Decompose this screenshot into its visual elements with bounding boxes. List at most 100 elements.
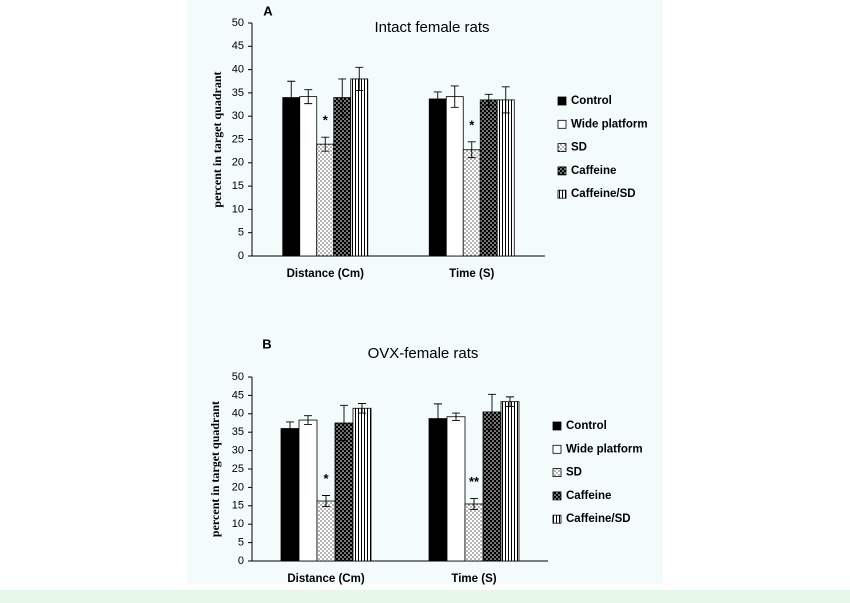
x-tick-label: Distance (Cm) — [287, 573, 364, 585]
chart-title: Intact female rats — [374, 19, 489, 36]
bar — [282, 97, 301, 257]
y-tick-label: 10 — [232, 203, 244, 215]
y-tick-label: 45 — [232, 389, 244, 401]
bar — [333, 97, 352, 257]
figure-background — [187, 0, 663, 584]
y-tick-label: 20 — [232, 157, 244, 169]
error-bar — [450, 85, 459, 108]
y-tick-label: 50 — [232, 371, 244, 383]
legend-swatch — [552, 514, 562, 524]
bar — [500, 401, 520, 562]
y-tick-label: 15 — [232, 180, 244, 192]
y-tick-label: 5 — [238, 537, 244, 549]
bar — [464, 503, 484, 562]
legend-swatch — [557, 96, 567, 106]
legend-label: Caffeine — [566, 490, 611, 502]
legend-swatch — [557, 143, 567, 153]
y-tick-label: 40 — [232, 408, 244, 420]
x-tick-label: Time (S) — [449, 268, 494, 280]
significance-annotation: * — [323, 113, 329, 128]
y-axis-label: percent in target quadrant — [208, 401, 222, 537]
bar — [479, 99, 498, 257]
error-bar — [304, 415, 312, 425]
panel-label: A — [263, 3, 273, 18]
legend-swatch — [557, 166, 567, 176]
error-bar — [433, 91, 442, 107]
y-tick-label: 50 — [232, 17, 244, 29]
bar — [316, 143, 335, 257]
y-axis-label: percent in target quadrant — [210, 71, 224, 207]
chart-title: OVX-female rats — [368, 345, 479, 362]
y-tick-label: 5 — [238, 227, 244, 239]
bar — [298, 419, 318, 562]
error-bar — [506, 396, 514, 407]
error-bar — [488, 393, 496, 431]
significance-annotation: * — [323, 471, 329, 486]
error-bar — [304, 89, 313, 105]
bar — [496, 99, 515, 257]
bar — [428, 98, 447, 257]
error-bar — [470, 497, 478, 510]
x-tick-label: Distance (Cm) — [287, 268, 364, 280]
error-bar — [358, 403, 366, 414]
y-tick-label: 0 — [238, 555, 244, 567]
error-bar — [286, 421, 294, 436]
bar — [299, 96, 318, 257]
bar — [445, 96, 464, 257]
y-tick-label: 30 — [232, 110, 244, 122]
error-bar — [338, 78, 347, 117]
error-bar — [287, 80, 296, 115]
bar — [350, 78, 369, 257]
bar — [446, 416, 466, 562]
legend-label: Control — [566, 420, 607, 432]
legend-swatch — [552, 444, 562, 454]
error-bar — [501, 86, 510, 114]
y-tick-label: 35 — [232, 87, 244, 99]
y-tick-label: 25 — [232, 133, 244, 145]
panel-label: B — [262, 336, 271, 351]
legend-label: SD — [571, 142, 587, 154]
error-bar — [452, 412, 460, 421]
y-tick-label: 35 — [232, 426, 244, 438]
legend-label: Wide platform — [566, 443, 643, 455]
legend-swatch — [552, 491, 562, 501]
y-tick-label: 15 — [232, 500, 244, 512]
y-tick-label: 45 — [232, 40, 244, 52]
x-tick-label: Time (S) — [451, 573, 496, 585]
footer-strip — [0, 590, 850, 603]
error-bar — [484, 93, 493, 106]
bar — [428, 418, 448, 562]
bar — [280, 428, 300, 562]
bar — [482, 411, 502, 562]
y-tick-label: 40 — [232, 64, 244, 76]
bar — [462, 149, 481, 257]
error-bar — [321, 136, 330, 152]
bar — [352, 407, 372, 562]
error-bar — [355, 66, 364, 92]
legend-swatch — [552, 421, 562, 431]
legend-label: Control — [571, 95, 612, 107]
legend-label: Caffeine/SD — [566, 513, 631, 525]
y-tick-label: 20 — [232, 481, 244, 493]
legend-label: Caffeine/SD — [571, 188, 636, 200]
significance-annotation: * — [469, 117, 475, 132]
legend-swatch — [557, 189, 567, 199]
y-tick-label: 10 — [232, 518, 244, 530]
error-bar — [467, 141, 476, 159]
y-tick-label: 0 — [238, 250, 244, 262]
error-bar — [340, 404, 348, 442]
legend-label: Wide platform — [571, 118, 648, 130]
legend-label: SD — [566, 467, 582, 479]
legend-swatch — [552, 468, 562, 478]
legend-swatch — [557, 119, 567, 129]
bar — [316, 500, 336, 562]
significance-annotation: ** — [469, 474, 480, 489]
legend-label: Caffeine — [571, 165, 616, 177]
error-bar — [322, 495, 330, 507]
y-tick-label: 25 — [232, 463, 244, 475]
error-bar — [434, 403, 442, 434]
y-tick-label: 30 — [232, 445, 244, 457]
